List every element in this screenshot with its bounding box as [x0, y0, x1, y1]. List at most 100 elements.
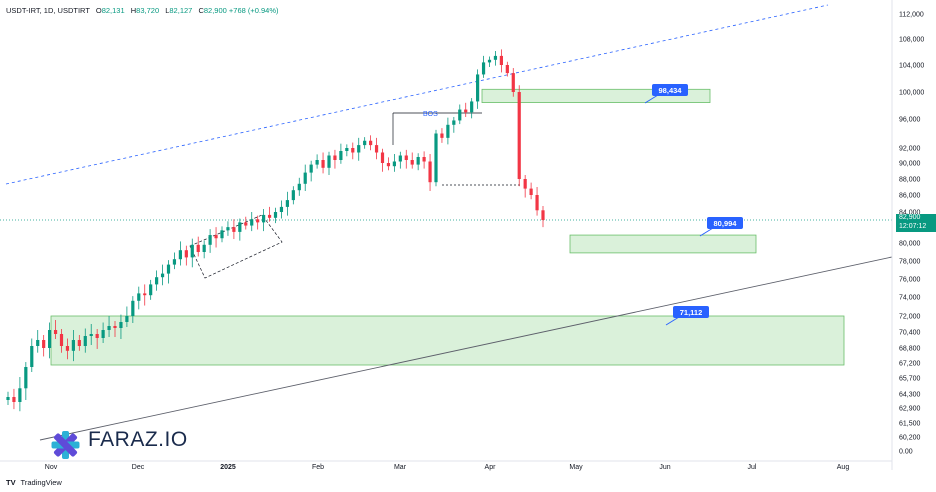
price-tick-label: 64,300: [899, 392, 921, 399]
trend-lines: [0, 4, 893, 441]
candle-body: [119, 322, 123, 328]
watermark-logo: FARAZ.IO: [52, 428, 188, 452]
price-tick-label: 92,000: [899, 146, 921, 153]
candle-body: [464, 109, 468, 113]
candle-body: [226, 227, 230, 231]
time-tick-label: Aug: [837, 464, 850, 471]
callout-upper-pointer: [644, 94, 659, 104]
candle-body: [404, 155, 408, 160]
candle-body: [476, 74, 480, 102]
price-tick-label: 84,000: [899, 210, 921, 217]
candle-body: [262, 214, 266, 223]
candle-body: [101, 330, 105, 338]
callout-lower-box: [673, 306, 709, 318]
candle-body: [345, 148, 349, 151]
price-tick-label: 88,000: [899, 177, 921, 184]
candle-body: [267, 214, 272, 218]
time-tick-label: Nov: [45, 464, 58, 471]
candle-body: [220, 230, 224, 239]
candle-body: [339, 151, 343, 160]
zone-demand-1: [569, 234, 757, 254]
candle-body: [529, 188, 533, 195]
candle-body: [160, 273, 165, 278]
price-tick-label: 76,000: [899, 277, 921, 284]
time-tick-label: 2025: [220, 464, 236, 471]
candle-body: [511, 73, 515, 92]
candle-body: [351, 148, 355, 153]
candle-body: [166, 264, 171, 274]
bar-countdown: 12:07:12: [899, 222, 927, 230]
candle-body: [428, 161, 432, 183]
callout-middle-box: [707, 217, 743, 229]
candle-body: [196, 244, 200, 252]
price-tick-label: 78,000: [899, 259, 921, 266]
price-tick-label: 65,700: [899, 376, 921, 383]
time-tick-label: Dec: [132, 464, 145, 471]
last-price-tag: 82,900 12:07:12: [896, 214, 936, 232]
price-tick-label: 80,000: [899, 241, 921, 248]
candle-body: [434, 133, 438, 183]
candle-body: [452, 120, 456, 125]
high-value: 83,720: [136, 6, 160, 15]
candle-body: [386, 163, 391, 167]
tradingview-label: TradingView: [20, 478, 62, 487]
time-tick-label: Feb: [312, 464, 324, 471]
price-tick-label: 104,000: [899, 63, 924, 70]
price-tick-label: 74,000: [899, 295, 921, 302]
candle-body: [6, 397, 10, 400]
candle-body: [149, 284, 153, 296]
candle-body: [303, 172, 307, 184]
candle-body: [446, 124, 450, 138]
candle-body: [65, 346, 70, 351]
tradingview-icon: TV: [6, 478, 16, 487]
candle-body: [12, 397, 16, 402]
footer-brand[interactable]: TV TradingView: [6, 478, 62, 487]
candle-body: [155, 277, 159, 285]
candle-body: [244, 222, 248, 226]
zone-demand-2: [50, 315, 845, 366]
annotations: BOS 98,434 80,994 71,112: [51, 84, 743, 459]
price-tick-label: 0.00: [899, 449, 913, 456]
price-tick-label: 60,200: [899, 435, 921, 442]
candle-body: [184, 250, 188, 258]
upper-trendline: [5, 4, 829, 185]
time-tick-label: Mar: [394, 464, 407, 471]
candle-body: [208, 235, 212, 245]
time-axis[interactable]: Nov Dec 2025 Feb Mar Apr May Jun Jul Aug: [0, 460, 892, 471]
candle-body: [535, 195, 539, 211]
symbol-label: USDT-IRT, 1D, USDTIRT: [6, 6, 90, 15]
candle-body: [89, 334, 93, 336]
flag-pattern: [189, 214, 283, 279]
callout-upper-box: [652, 84, 688, 96]
candle-body: [131, 300, 135, 316]
price-tick-label: 112,000: [899, 12, 924, 19]
open-label: O: [95, 6, 102, 15]
callout-middle-pointer: [699, 227, 714, 237]
lower-trendline: [39, 256, 893, 441]
price-tick-label: 67,200: [899, 361, 921, 368]
candle-body: [83, 336, 87, 346]
last-price: 82,900: [899, 214, 921, 221]
bos-label: BOS: [423, 111, 438, 118]
time-tick-label: Jun: [659, 464, 670, 471]
candle-body: [172, 259, 177, 265]
callout-middle-label: 80,994: [714, 219, 738, 228]
candle-body: [369, 140, 373, 146]
time-tick-label: Jul: [748, 464, 757, 471]
price-tick-label: 68,800: [899, 346, 921, 353]
candle-body: [541, 210, 545, 220]
candle-body: [392, 161, 396, 167]
candle-body: [107, 326, 111, 330]
candle-body: [523, 179, 527, 189]
price-tick-label: 96,000: [899, 117, 921, 124]
price-tick-label: 86,000: [899, 193, 921, 200]
price-axis[interactable]: 112,000 108,000 104,000 100,000 96,000 92,000…: [891, 0, 924, 470]
price-tick-label: 70,400: [899, 330, 921, 337]
candle-body: [190, 244, 194, 258]
candle-body: [505, 65, 509, 74]
candle-body: [71, 340, 75, 351]
time-tick-label: May: [569, 464, 583, 471]
candle-body: [30, 346, 34, 367]
candle-body: [18, 388, 22, 402]
